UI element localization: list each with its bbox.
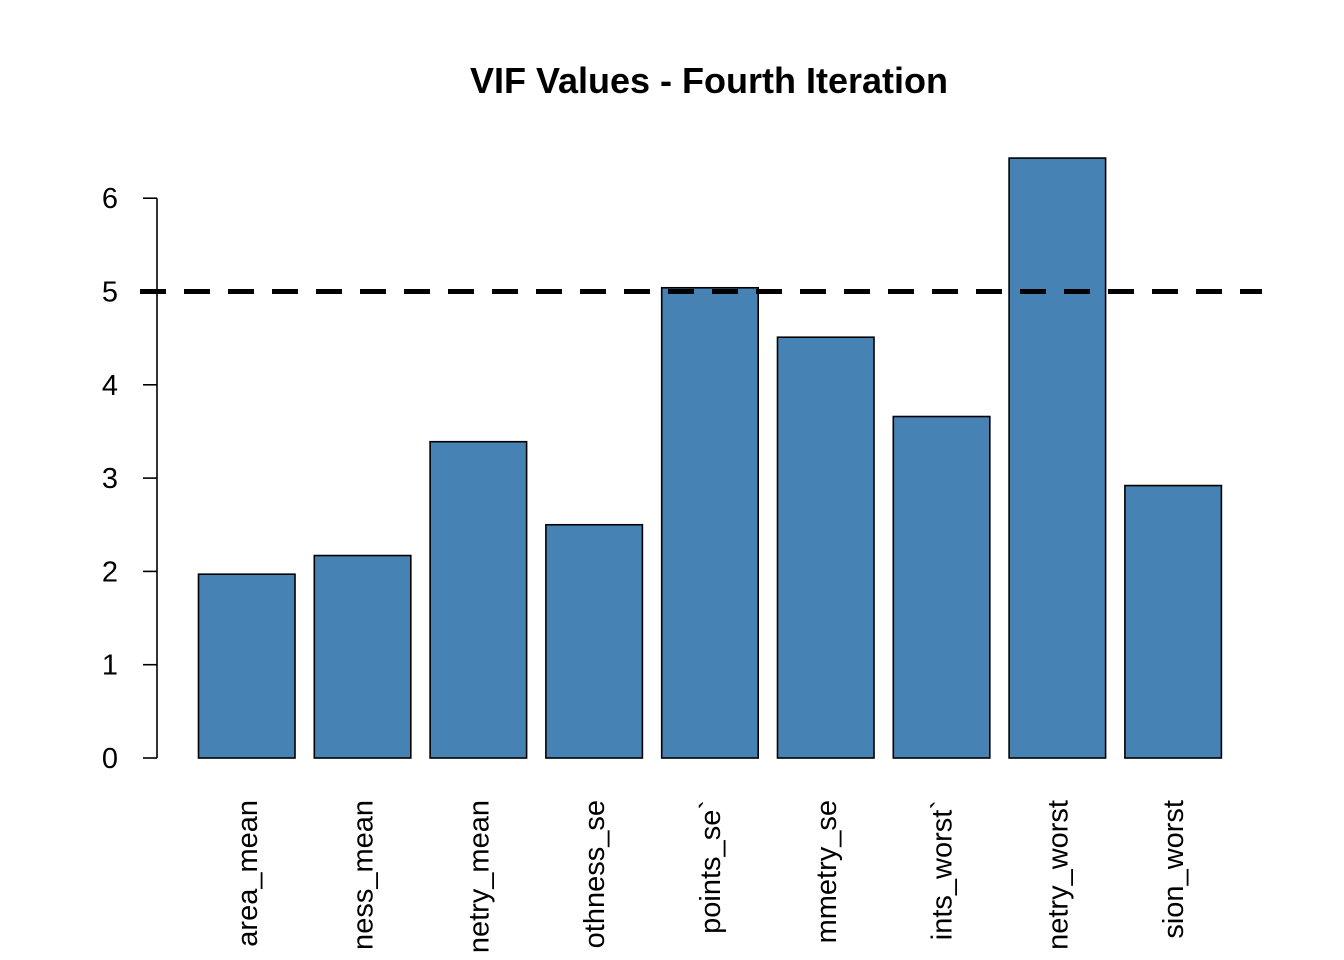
bar [660,286,760,759]
x-category-label: sion_worst [1158,800,1190,939]
y-tick-label: 4 [102,370,118,402]
bar [776,336,875,759]
x-category-label: mmetry_se [811,800,843,943]
bar [197,573,296,759]
bars [197,157,1223,759]
bar [545,523,644,759]
y-axis: 0 1 2 3 4 5 6 [102,183,158,775]
x-category-label: ness_mean [348,800,380,950]
y-tick-label: 3 [102,463,118,495]
x-category-label: points_se` [695,800,727,934]
bar [313,554,412,759]
x-category-label: ints_worst` [927,800,959,940]
y-tick-label: 0 [102,743,118,775]
y-tick-label: 5 [102,277,118,309]
x-category-label: othness_se [579,800,611,948]
bar [1008,157,1107,759]
bar [1124,484,1223,759]
x-category-label: netry_mean [463,800,495,953]
x-category-label: area_mean [232,800,264,947]
x-category-label: netry_worst [1042,800,1074,950]
x-category-labels: area_mean ness_mean netry_mean othness_se po… [232,800,1190,953]
y-tick-label: 2 [102,556,118,588]
chart-title: VIF Values - Fourth Iteration [470,60,948,101]
bar [429,440,528,759]
y-tick-label: 6 [102,183,118,215]
y-tick-label: 1 [102,650,118,682]
bar [892,415,991,759]
